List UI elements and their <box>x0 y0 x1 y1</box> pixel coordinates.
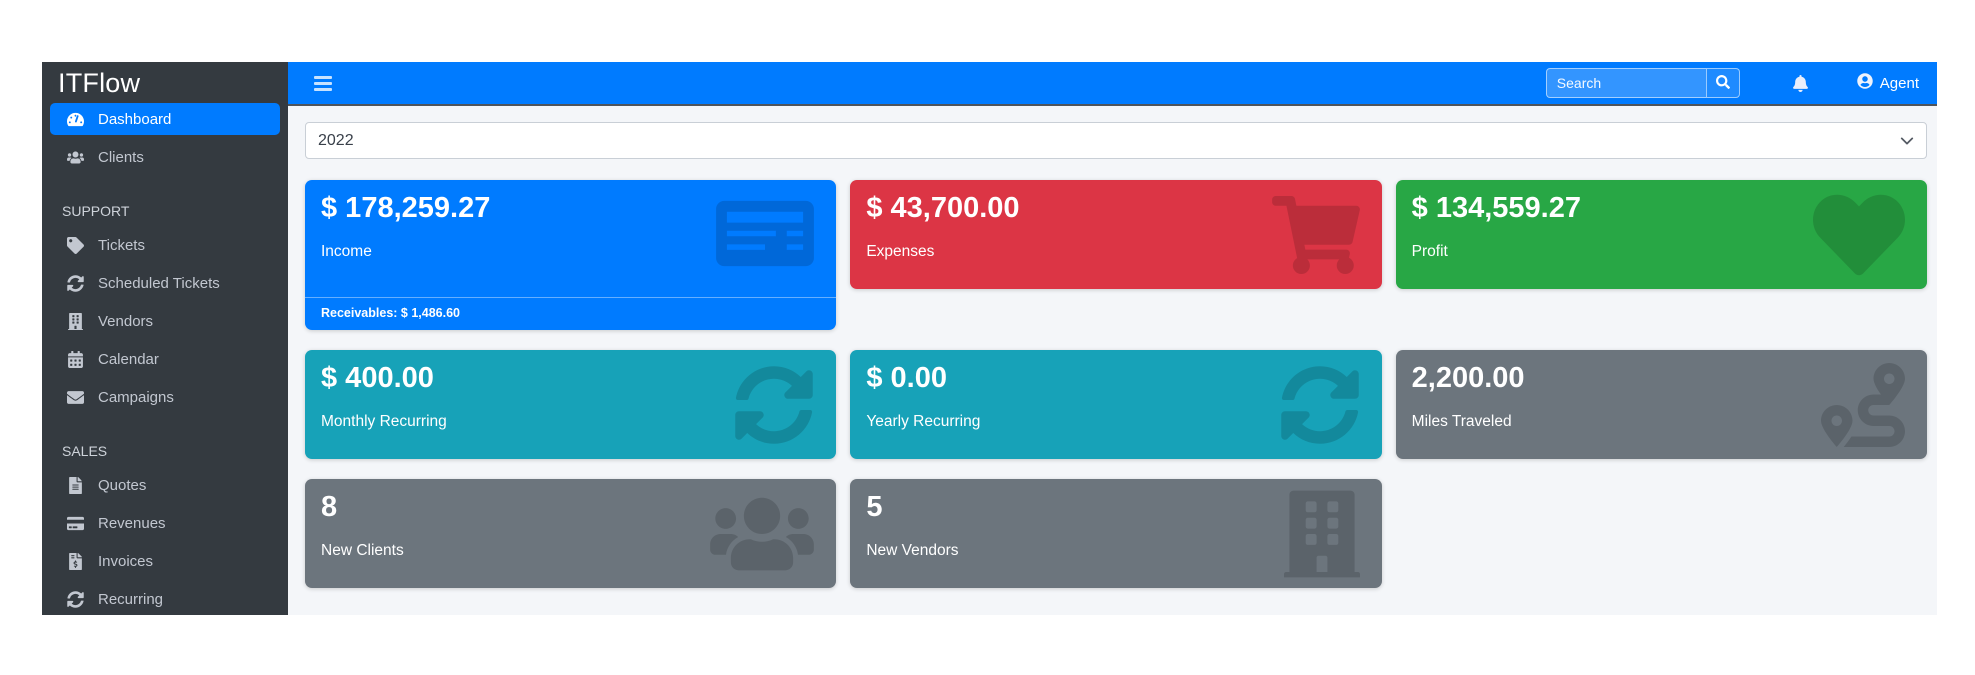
sidebar-item-label: Quotes <box>98 476 147 494</box>
sidebar-item-label: Invoices <box>98 552 154 570</box>
stat-card-new-vendors[interactable]: 5 New Vendors <box>850 479 1382 588</box>
route-icon <box>1821 363 1905 447</box>
sidebar-item-vendors[interactable]: Vendors <box>50 305 280 337</box>
search-input[interactable] <box>1545 68 1706 98</box>
stat-value: 2,200.00 <box>1411 362 1525 394</box>
year-select[interactable]: 2022 <box>305 122 1927 159</box>
sidebar-item-clients[interactable]: Clients <box>50 141 280 173</box>
top-navbar: Agent <box>288 62 1937 106</box>
sidebar-section-sales: SALES <box>62 443 108 459</box>
menu-toggle-button[interactable] <box>310 72 336 95</box>
stat-label: Miles Traveled <box>1411 413 1512 430</box>
stat-label: Yearly Recurring <box>866 413 981 430</box>
stat-value: $ 0.00 <box>866 362 947 394</box>
notifications-bell-icon[interactable] <box>1792 75 1809 92</box>
money-check-icon <box>716 190 814 277</box>
sidebar-item-label: Calendar <box>98 350 159 368</box>
sync-icon <box>60 275 90 292</box>
stat-value: $ 178,259.27 <box>321 192 491 224</box>
sidebar-item-label: Scheduled Tickets <box>98 274 220 292</box>
sidebar-item-label: Vendors <box>98 312 154 330</box>
stat-card-yearly-recurring[interactable]: $ 0.00 Yearly Recurring <box>850 350 1382 459</box>
stat-value: 8 <box>321 491 338 523</box>
sync-icon <box>1280 365 1360 445</box>
stat-label: Expenses <box>866 243 935 260</box>
navbar-search <box>1545 68 1740 98</box>
sidebar-item-dashboard[interactable]: Dashboard <box>50 103 280 135</box>
bars-icon <box>314 75 332 79</box>
user-circle-icon <box>1857 73 1880 93</box>
sidebar-nav: Dashboard Clients SUPPORT Tickets Schedu… <box>42 103 288 615</box>
stat-card-new-clients[interactable]: 8 New Clients <box>305 479 837 588</box>
stat-label: New Clients <box>321 542 404 559</box>
stat-value: $ 400.00 <box>321 362 434 394</box>
heart-icon <box>1813 189 1905 281</box>
sidebar-item-tickets[interactable]: Tickets <box>50 229 280 261</box>
stat-value: $ 43,700.00 <box>866 192 1020 224</box>
user-menu[interactable]: Agent <box>1857 73 1919 93</box>
building-icon <box>60 313 90 330</box>
stat-card-miles-traveled[interactable]: 2,200.00 Miles Traveled <box>1395 350 1927 459</box>
stat-label: Monthly Recurring <box>321 413 447 430</box>
sidebar-item-scheduled-tickets[interactable]: Scheduled Tickets <box>50 267 280 299</box>
sidebar-item-label: Dashboard <box>98 110 172 128</box>
users-icon <box>710 492 814 575</box>
sidebar-item-label: Campaigns <box>98 388 174 406</box>
building-icon <box>1284 490 1360 577</box>
envelope-icon <box>60 389 90 406</box>
tachometer-icon <box>60 111 90 128</box>
stat-label: Income <box>321 243 372 260</box>
sidebar-item-revenues[interactable]: Revenues <box>50 507 280 539</box>
sidebar-item-calendar[interactable]: Calendar <box>50 343 280 375</box>
stat-card-income[interactable]: $ 178,259.27 Income Receivables: $ 1,486… <box>305 180 837 330</box>
stat-card-expenses[interactable]: $ 43,700.00 Expenses <box>850 180 1382 289</box>
search-button[interactable] <box>1705 68 1740 98</box>
user-menu-label: Agent <box>1879 74 1919 92</box>
year-filter: 2022 <box>305 122 1927 159</box>
sidebar-item-invoices[interactable]: Invoices <box>50 545 280 577</box>
sidebar: ITFlow Dashboard Clients SUPPORT Tickets… <box>42 62 288 615</box>
sidebar-item-quotes[interactable]: Quotes <box>50 469 280 501</box>
stat-value: $ 134,559.27 <box>1411 192 1581 224</box>
navbar-right-group: Agent <box>1545 68 1919 98</box>
stat-label: Profit <box>1411 243 1448 260</box>
brand-logo[interactable]: ITFlow <box>58 68 141 98</box>
stat-footer: Receivables: $ 1,486.60 <box>305 297 837 330</box>
content-area: 2022 $ 178,259.27 Income Receivables: $ … <box>288 106 1937 615</box>
sidebar-item-label: Clients <box>98 148 144 166</box>
sidebar-item-recurring[interactable]: Recurring <box>50 583 280 615</box>
magnifier-icon <box>1716 75 1730 92</box>
credit-card-icon <box>60 515 90 532</box>
tag-icon <box>60 237 90 254</box>
stat-cards-grid: $ 178,259.27 Income Receivables: $ 1,486… <box>305 180 1927 588</box>
sidebar-section-support: SUPPORT <box>62 203 130 219</box>
stat-card-monthly-recurring[interactable]: $ 400.00 Monthly Recurring <box>305 350 837 459</box>
calendar-icon <box>60 351 90 368</box>
shopping-cart-icon <box>1272 196 1360 274</box>
app-window: ITFlow Dashboard Clients SUPPORT Tickets… <box>42 62 1937 615</box>
stat-card-profit[interactable]: $ 134,559.27 Profit <box>1395 180 1927 289</box>
sidebar-item-label: Tickets <box>98 236 145 254</box>
main-column: Agent 2022 $ 178,259.27 Income Receivabl… <box>288 62 1937 615</box>
sync-icon <box>60 591 90 608</box>
sidebar-item-campaigns[interactable]: Campaigns <box>50 381 280 413</box>
file-icon <box>60 477 90 494</box>
stat-value: 5 <box>866 491 883 523</box>
file-invoice-dollar-icon <box>60 553 90 570</box>
users-icon <box>60 149 90 166</box>
sidebar-item-label: Recurring <box>98 590 164 608</box>
sidebar-item-label: Revenues <box>98 514 166 532</box>
stat-label: New Vendors <box>866 542 959 559</box>
sync-icon <box>734 365 814 445</box>
